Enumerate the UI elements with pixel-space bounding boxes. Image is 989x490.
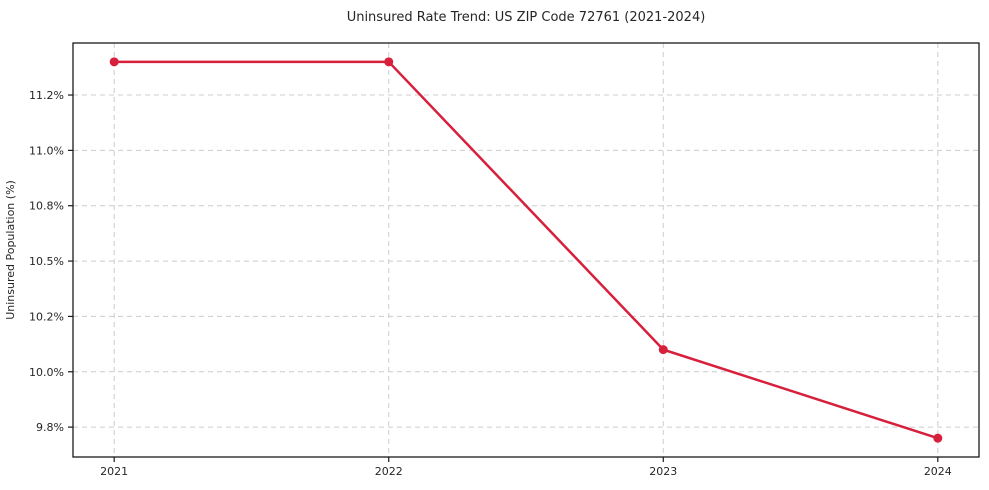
y-tick-label: 10.2% xyxy=(29,310,64,323)
data-point-marker xyxy=(933,433,943,443)
chart-title: Uninsured Rate Trend: US ZIP Code 72761 … xyxy=(347,10,706,25)
x-tick-label: 2022 xyxy=(375,465,403,478)
y-tick-label: 10.8% xyxy=(29,200,64,213)
axis-ticks: 9.8% 10.0% 10.2% 10.5% 10.8% 11.0% 11.2% 2021 20… xyxy=(29,89,952,478)
x-tick-label: 2021 xyxy=(100,465,128,478)
trend-line xyxy=(112,60,940,440)
trend-line-series xyxy=(109,57,943,443)
grid-lines xyxy=(73,43,979,457)
data-point-marker xyxy=(109,57,119,67)
y-tick-label: 10.5% xyxy=(29,255,64,268)
x-tick-label: 2023 xyxy=(649,465,677,478)
y-tick-label: 9.8% xyxy=(36,421,64,434)
y-tick-label: 10.0% xyxy=(29,366,64,379)
data-point-marker xyxy=(658,345,668,355)
y-tick-label: 11.2% xyxy=(29,89,64,102)
x-tick-label: 2024 xyxy=(924,465,952,478)
y-axis-label: Uninsured Population (%) xyxy=(4,180,17,320)
plot-frame xyxy=(72,42,980,458)
data-point-marker xyxy=(384,57,394,67)
y-tick-label: 11.0% xyxy=(29,144,64,157)
